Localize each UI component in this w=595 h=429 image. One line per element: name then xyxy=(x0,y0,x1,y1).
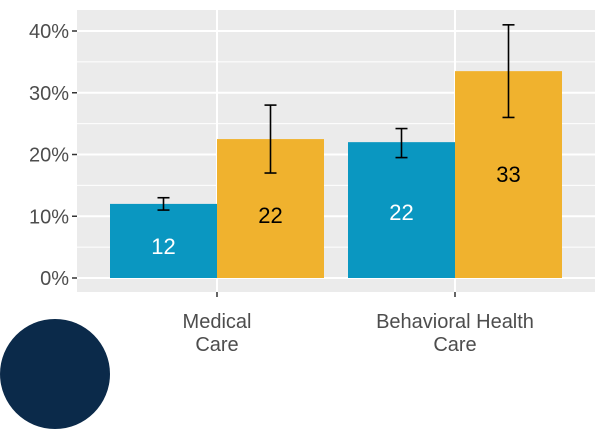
error-bar xyxy=(264,104,277,174)
bar xyxy=(110,203,217,278)
x-tick-label: Medical Care xyxy=(183,311,252,356)
x-tick-label-line: Care xyxy=(433,334,476,356)
x-tick-label-line: Care xyxy=(195,334,238,356)
error-bar xyxy=(395,127,408,159)
data-label: 22 xyxy=(258,203,282,228)
error-bar xyxy=(502,24,515,119)
data-label: 12 xyxy=(151,234,175,259)
x-tick-label-line: Medical xyxy=(183,311,252,333)
bar xyxy=(348,142,455,278)
x-tick-label: Behavioral Health Care xyxy=(376,311,534,356)
error-bar xyxy=(157,196,170,211)
x-tick-label-line: Behavioral Health xyxy=(376,311,534,333)
corner-badge xyxy=(0,319,110,429)
data-label: 22 xyxy=(389,200,413,225)
y-tick-label: 0% xyxy=(40,268,69,290)
y-tick-label: 10% xyxy=(29,206,69,228)
y-tick-label: 20% xyxy=(29,145,69,167)
y-tick-label: 30% xyxy=(29,83,69,105)
y-tick-label: 40% xyxy=(29,21,69,43)
data-label: 33 xyxy=(496,162,520,187)
